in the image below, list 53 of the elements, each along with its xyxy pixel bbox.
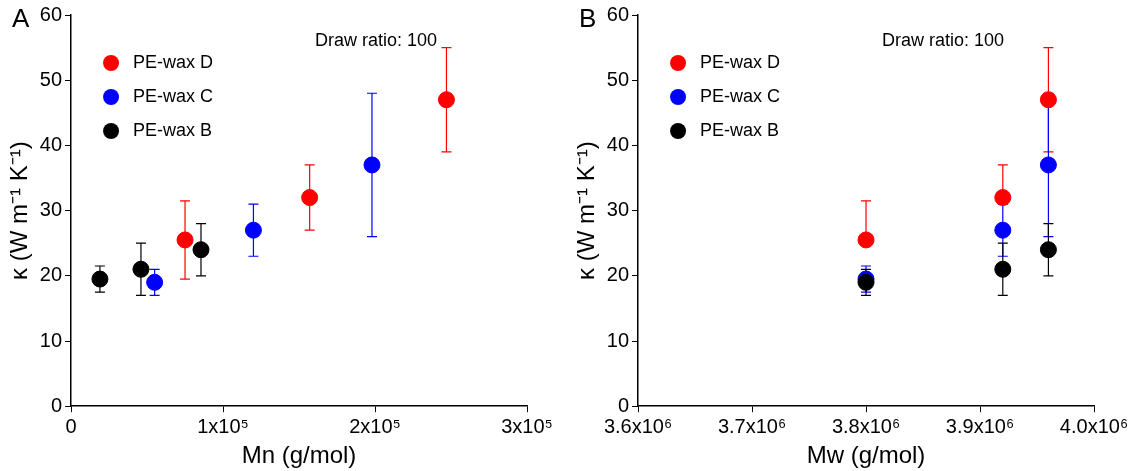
y-tick-label: 50 [39, 67, 63, 90]
point [1039, 156, 1057, 174]
point [91, 270, 109, 288]
y-axis-title: κ (W m⁻¹ K⁻¹) [5, 141, 33, 280]
point [1039, 91, 1057, 109]
point [192, 241, 210, 259]
point [994, 221, 1012, 239]
point [244, 221, 262, 239]
point [1039, 241, 1057, 259]
legend-label: PE-wax C [700, 85, 781, 106]
y-axis-title: κ (W m⁻¹ K⁻¹) [572, 141, 600, 280]
point [363, 156, 381, 174]
y-tick-label: 60 [39, 2, 63, 25]
legend-label: PE-wax B [700, 119, 780, 140]
legend-label: PE-wax C [133, 85, 214, 106]
point [132, 260, 150, 278]
x-axis-title: Mw (g/mol) [806, 441, 926, 469]
legend-label: PE-wax D [133, 51, 214, 72]
x-tick-label: 3.6x10⁶ [603, 414, 673, 437]
y-tick-label: 0 [617, 393, 630, 416]
point [301, 189, 319, 207]
y-tick-label: 60 [606, 2, 630, 25]
y-tick-label: 0 [50, 393, 63, 416]
chart-title: A [12, 3, 30, 34]
y-tick-label: 30 [606, 198, 630, 221]
y-tick-label: 20 [606, 263, 630, 286]
x-tick-label: 1x10⁵ [197, 414, 249, 437]
point [437, 91, 455, 109]
annotation: Draw ratio: 100 [314, 29, 437, 50]
x-tick-label: 3.9x10⁶ [945, 414, 1015, 437]
y-tick-label: 10 [39, 328, 63, 351]
point [994, 189, 1012, 207]
point [994, 260, 1012, 278]
x-tick-label: 3x10⁵ [501, 414, 553, 437]
annotation: Draw ratio: 100 [881, 29, 1004, 50]
point [176, 231, 194, 249]
x-axis-title: Mn (g/mol) [241, 441, 357, 469]
chart-title: B [579, 3, 597, 34]
point [857, 231, 875, 249]
legend-label: PE-wax B [133, 119, 213, 140]
y-tick-label: 20 [39, 263, 63, 286]
point [146, 273, 164, 291]
x-tick-label: 3.7x10⁶ [717, 414, 787, 437]
x-tick-label: 2x10⁵ [349, 414, 401, 437]
y-tick-label: 40 [39, 132, 63, 155]
x-tick-label: 0 [65, 414, 77, 437]
x-tick-label: 3.8x10⁶ [831, 414, 901, 437]
y-tick-label: 50 [606, 67, 630, 90]
y-tick-label: 30 [39, 198, 63, 221]
x-tick-label: 4.0x10⁶ [1059, 414, 1129, 437]
legend-label: PE-wax D [700, 51, 781, 72]
y-tick-label: 40 [606, 132, 630, 155]
y-tick-label: 10 [606, 328, 630, 351]
